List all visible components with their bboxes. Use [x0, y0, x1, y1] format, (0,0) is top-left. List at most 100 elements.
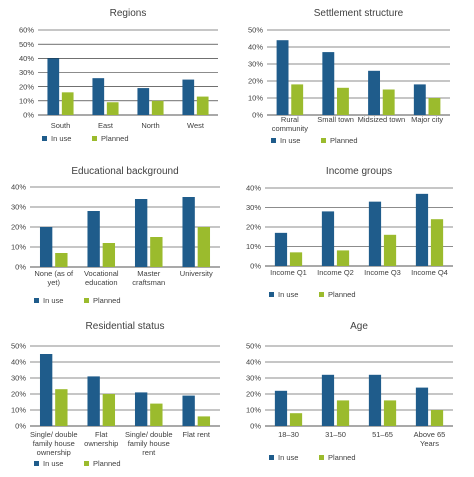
legend-swatch-planned: [84, 461, 89, 466]
y-tick-label: 20%: [248, 77, 263, 86]
y-tick-label: 50%: [246, 342, 261, 351]
y-tick-label: 0%: [252, 111, 263, 120]
category-label: North: [141, 121, 159, 130]
y-tick-label: 20%: [19, 82, 34, 91]
bar-planned: [336, 87, 349, 115]
y-tick-label: 20%: [11, 223, 26, 232]
y-tick-label: 10%: [246, 242, 261, 251]
chart-2: Educational background 0% 10% 20% 30% 40% None…: [11, 166, 220, 305]
y-tick-label: 40%: [11, 183, 26, 192]
y-tick-label: 60%: [19, 26, 34, 35]
legend-label: Planned: [328, 453, 356, 462]
category-label: 18–30: [278, 430, 299, 439]
y-tick-label: 10%: [246, 406, 261, 415]
bar-planned: [336, 400, 350, 426]
bar-in-use: [47, 58, 60, 115]
y-tick-label: 30%: [19, 68, 34, 77]
bar-in-use: [413, 84, 426, 115]
category-label: East: [98, 121, 114, 130]
legend-swatch-in-use: [269, 292, 274, 297]
chart-title: Educational background: [71, 166, 178, 177]
category-label: 31–50: [325, 430, 346, 439]
bar-planned: [382, 89, 395, 115]
legend-swatch-planned: [319, 292, 324, 297]
category-label: Income Q3: [364, 268, 401, 277]
legend-swatch-planned: [321, 138, 326, 143]
y-tick-label: 50%: [11, 342, 26, 351]
bar-in-use: [321, 211, 335, 266]
y-tick-label: 20%: [11, 390, 26, 399]
category-label: None (as of yet): [34, 269, 74, 287]
bar-planned: [430, 410, 444, 426]
bar-in-use: [182, 197, 195, 267]
bar-planned: [150, 403, 163, 426]
bar-planned: [428, 98, 441, 115]
category-label: Major city: [411, 115, 443, 124]
y-tick-label: 0%: [15, 422, 26, 431]
legend-label: Planned: [101, 134, 129, 143]
bar-in-use: [368, 374, 382, 426]
legend-swatch-in-use: [34, 461, 39, 466]
legend-swatch-in-use: [271, 138, 276, 143]
category-label: Single/ double family house rent: [125, 430, 173, 457]
bar-planned: [150, 237, 163, 267]
category-label: Income Q1: [270, 268, 307, 277]
bar-in-use: [39, 354, 53, 426]
category-label: Above 65 Years: [414, 430, 446, 448]
chart-1: Settlement structure 0% 10% 20% 30% 40% 50% Rur…: [248, 8, 450, 145]
category-label: Master craftsman: [132, 269, 165, 287]
legend-label: In use: [278, 290, 298, 299]
chart-0: Regions 0% 10% 20% 30% 40% 50% 60% South East Nort…: [19, 8, 218, 143]
bar-planned: [383, 400, 397, 426]
legend-label: In use: [43, 296, 63, 305]
bar-planned: [289, 413, 303, 426]
bar-in-use: [134, 199, 148, 267]
y-tick-label: 50%: [19, 40, 34, 49]
y-tick-label: 0%: [250, 262, 261, 271]
y-tick-label: 10%: [11, 243, 26, 252]
category-label: Small town: [317, 115, 354, 124]
legend-swatch-planned: [92, 136, 97, 141]
bar-planned: [102, 394, 116, 426]
category-label: Income Q2: [317, 268, 354, 277]
y-tick-label: 10%: [248, 94, 263, 103]
chart-3: Income groups 0% 10% 20% 30% 40% Income Q1 Inco…: [246, 166, 453, 299]
bar-planned: [336, 250, 350, 266]
chart-title: Income groups: [326, 166, 392, 177]
bar-in-use: [87, 211, 100, 267]
y-tick-label: 40%: [11, 358, 26, 367]
y-tick-label: 30%: [11, 203, 26, 212]
legend-label: In use: [43, 459, 63, 468]
y-tick-label: 20%: [246, 223, 261, 232]
y-tick-label: 40%: [246, 184, 261, 193]
category-label: South: [51, 121, 71, 130]
bar-in-use: [137, 88, 150, 115]
y-tick-label: 40%: [246, 358, 261, 367]
bar-in-use: [87, 376, 100, 426]
legend-swatch-in-use: [269, 455, 274, 460]
legend-swatch-planned: [319, 455, 324, 460]
bar-planned: [197, 416, 211, 426]
y-tick-label: 0%: [23, 111, 34, 120]
chart-title: Residential status: [86, 321, 165, 332]
bar-planned: [196, 96, 209, 115]
legend-swatch-in-use: [42, 136, 47, 141]
bar-in-use: [276, 40, 289, 116]
bar-planned: [61, 92, 74, 115]
legend-label: Planned: [93, 296, 121, 305]
legend-swatch-planned: [84, 298, 89, 303]
legend-swatch-in-use: [34, 298, 39, 303]
legend-label: Planned: [330, 136, 358, 145]
y-tick-label: 30%: [248, 60, 263, 69]
chart-5: Age 0% 10% 20% 30% 40% 50% 18–30 31–50 51–65 Above…: [246, 321, 453, 462]
legend-label: In use: [280, 136, 300, 145]
y-tick-label: 30%: [246, 374, 261, 383]
bar-planned: [55, 253, 68, 267]
y-tick-label: 30%: [11, 374, 26, 383]
bar-planned: [291, 84, 304, 115]
bar-planned: [383, 234, 397, 266]
legend-label: In use: [278, 453, 298, 462]
category-label: University: [180, 269, 213, 278]
bar-in-use: [274, 390, 288, 426]
bar-in-use: [415, 387, 429, 426]
